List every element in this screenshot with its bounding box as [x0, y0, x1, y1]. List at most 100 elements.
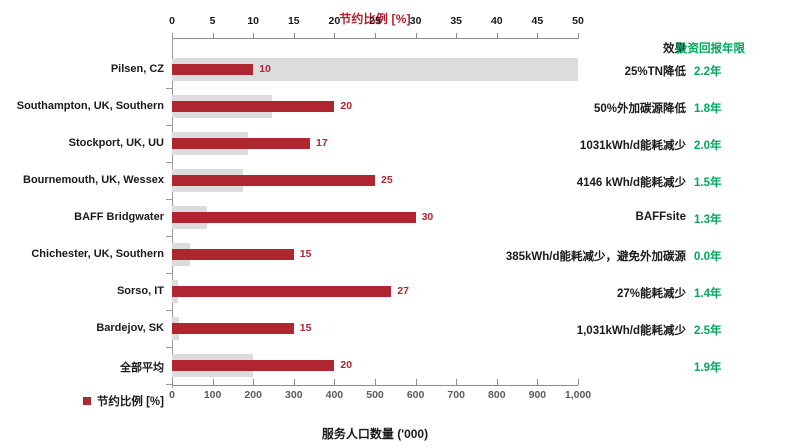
- savings-bar: [172, 286, 392, 297]
- bottom-axis-line: [172, 385, 578, 386]
- chart-row: 全部平均 20 1.9年: [0, 351, 796, 388]
- bottom-axis-tick: [172, 379, 173, 385]
- top-axis-tick: [415, 33, 417, 39]
- row-payback-text: 2.5年: [694, 325, 722, 337]
- savings-bar: [172, 64, 254, 75]
- top-axis: 0 5 10 15 20 25 30 35 40 45 50: [169, 15, 584, 39]
- top-axis-tick: [456, 33, 458, 39]
- row-category-label: Southampton, UK, Southern: [16, 100, 164, 112]
- row-payback-text: 1.4年: [694, 288, 722, 300]
- row-category-label: Bournemouth, UK, Wessex: [23, 174, 164, 186]
- bottom-axis-tick: [334, 379, 336, 385]
- row-payback-text: 1.5年: [694, 177, 722, 189]
- row-category-label: Chichester, UK, Southern: [31, 248, 164, 260]
- row-effect-text: 25%TN降低: [624, 66, 686, 78]
- bottom-axis-tick: [293, 379, 295, 385]
- category-tick: [166, 273, 172, 274]
- bottom-axis-tick: [537, 379, 539, 385]
- bottom-axis-tick: [415, 379, 417, 385]
- row-category-label: Pilsen, CZ: [110, 63, 164, 75]
- row-effect-text: BAFFsite: [635, 211, 686, 223]
- bottom-axis-tick-label: 300: [285, 389, 303, 401]
- savings-value-label: 27: [397, 285, 409, 297]
- bottom-axis-tick-label: 800: [488, 389, 506, 401]
- bottom-axis-tick: [253, 379, 255, 385]
- top-axis-title: 节约比例 [%]: [339, 12, 411, 26]
- row-effect-text: 1,031kWh/d能耗减少: [576, 325, 686, 337]
- savings-bar: [172, 175, 375, 186]
- row-bars: 30: [172, 203, 578, 240]
- top-axis-tick-label: 50: [572, 15, 584, 27]
- row-bars: 17: [172, 129, 578, 166]
- category-tick: [166, 199, 172, 200]
- row-category-label: Sorso, IT: [116, 285, 164, 297]
- savings-value-label: 20: [340, 359, 353, 371]
- row-bars: 20: [172, 92, 578, 129]
- chart-row: Chichester, UK, Southern 15 385kWh/d能耗减少，避…: [0, 240, 796, 277]
- row-payback-text: 2.2年: [694, 66, 722, 78]
- chart-row: Bournemouth, UK, Wessex 25 4146 kWh/d能耗减少 1…: [0, 166, 796, 203]
- bottom-axis-tick: [375, 379, 376, 385]
- bottom-axis-tick-label: 700: [447, 389, 465, 401]
- top-axis-tick-label: 30: [409, 15, 422, 27]
- bottom-axis-tick-label: 0: [169, 389, 175, 401]
- category-tick: [166, 310, 172, 311]
- category-tick: [166, 88, 172, 89]
- top-axis-tick-label: 40: [490, 15, 503, 27]
- savings-bar: [172, 249, 294, 260]
- category-tick: [166, 162, 172, 163]
- row-payback-text: 1.8年: [694, 103, 722, 115]
- category-tick: [166, 236, 172, 237]
- top-axis-tick: [293, 33, 295, 39]
- top-axis-tick-label: 15: [287, 15, 300, 27]
- legend-label: 节约比例 [%]: [96, 395, 164, 408]
- row-effect-text: 4146 kWh/d能耗减少: [576, 177, 686, 189]
- row-category-label: 全部平均: [120, 362, 164, 374]
- legend-swatch-icon: [82, 396, 91, 405]
- top-axis-tick: [334, 33, 336, 39]
- payback-column-header: 投资回报年限: [676, 43, 745, 55]
- row-effect-text: 385kWh/d能耗减少，避免外加碳源: [505, 251, 686, 263]
- bottom-axis-tick-label: 400: [325, 389, 344, 401]
- savings-bar: [172, 138, 311, 149]
- top-axis-tick: [212, 33, 214, 39]
- row-payback-text: 1.3年: [694, 214, 722, 226]
- category-tick: [166, 125, 172, 126]
- bottom-axis-tick: [212, 379, 214, 385]
- top-axis-tick-label: 20: [328, 15, 341, 27]
- chart-row: Southampton, UK, Southern 20 50%外加碳源降低 1.8年: [0, 92, 796, 129]
- top-axis-tick: [578, 33, 579, 39]
- row-effect-text: 1031kWh/d能耗减少: [579, 140, 686, 152]
- row-effect-text: 50%外加碳源降低: [593, 103, 686, 115]
- bottom-axis-tick-label: 600: [406, 389, 425, 401]
- effect-column-header: 效果: [663, 43, 686, 55]
- top-axis-tick-label: 0: [169, 15, 175, 27]
- bottom-axis-tick-label: 900: [528, 389, 547, 401]
- row-payback-text: 2.0年: [694, 140, 722, 152]
- bottom-axis-tick: [496, 379, 498, 385]
- bottom-axis-title: 服务人口数量 ('000): [321, 427, 429, 441]
- top-axis-tick-label: 5: [209, 15, 216, 27]
- row-bars: 25: [172, 166, 578, 203]
- top-axis-tick-label: 25: [369, 15, 381, 27]
- chart-row: Stockport, UK, UU 17 1031kWh/d能耗减少 2.0年: [0, 129, 796, 166]
- chart-row: BAFF Bridgwater 30 BAFFsite 1.3年: [0, 203, 796, 240]
- top-axis-tick: [537, 33, 539, 39]
- savings-bar: [172, 323, 294, 334]
- top-axis-tick: [253, 33, 255, 39]
- legend: 节约比例 [%]: [0, 392, 164, 410]
- savings-value-label: 15: [299, 248, 312, 260]
- bottom-axis-tick-label: 200: [244, 389, 262, 401]
- savings-value-label: 20: [340, 100, 353, 112]
- category-tick: [166, 347, 172, 348]
- savings-bar: [172, 101, 335, 112]
- bottom-axis-tick-label: 1,000: [564, 389, 592, 401]
- bottom-axis-tick-label: 100: [203, 389, 222, 401]
- savings-value-label: 17: [316, 137, 328, 149]
- chart-row: Sorso, IT 27 27%能耗减少 1.4年: [0, 277, 796, 314]
- savings-value-label: 15: [299, 322, 312, 334]
- category-tick: [166, 384, 172, 385]
- savings-bar: [172, 212, 416, 223]
- row-payback-text: 1.9年: [694, 362, 722, 374]
